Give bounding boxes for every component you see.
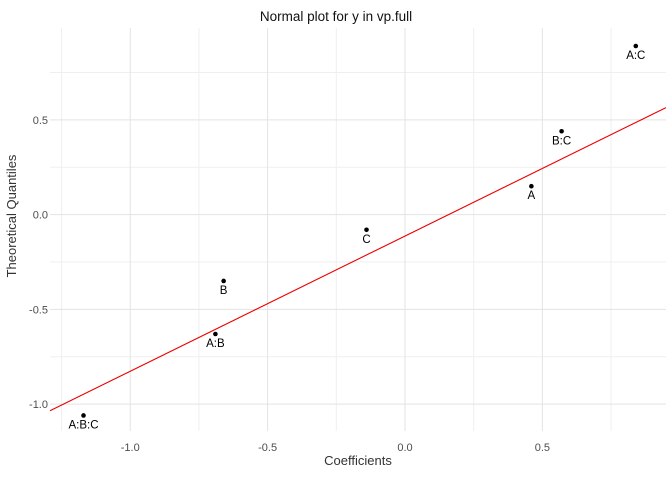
point-label: A:C [626, 50, 645, 62]
x-tick-label: 0.5 [535, 442, 550, 454]
x-tick-label: -1.0 [121, 442, 140, 454]
data-point [633, 43, 639, 49]
reference-line-group [49, 107, 667, 412]
point-label: B:C [552, 135, 571, 147]
point-label: B [220, 285, 228, 297]
major-gridlines [50, 28, 666, 431]
reference-line [49, 107, 667, 412]
x-axis-title: Coefficients [324, 453, 392, 468]
chart-title: Normal plot for y in vp.full [259, 9, 413, 24]
data-point [81, 413, 86, 418]
data-point [559, 128, 564, 134]
y-tick-label: -1.0 [29, 399, 48, 411]
y-tick-label: -0.5 [29, 304, 48, 316]
y-tick-label: 0.5 [33, 115, 48, 127]
y-axis-title: Theoretical Quantiles [4, 154, 19, 277]
point-label: C [362, 234, 370, 246]
data-point [529, 183, 534, 189]
data-point [213, 331, 218, 337]
x-tick-label: -0.5 [258, 442, 277, 454]
axis-tick-labels: -1.0 -0.5 0.0 0.5 0.5 0.0 -0.5 -1.0 [29, 115, 550, 454]
y-tick-label: 0.0 [33, 210, 48, 222]
data-point [364, 227, 369, 233]
point-label: A:B [206, 338, 225, 350]
x-tick-label: 0.0 [397, 442, 412, 454]
point-label: A [528, 190, 536, 202]
point-label: A:B:C [68, 419, 98, 431]
data-point [221, 278, 226, 284]
data-points-group: A:C B:C A C B A:B A:B:C [68, 43, 645, 431]
minor-gridlines [50, 28, 666, 431]
